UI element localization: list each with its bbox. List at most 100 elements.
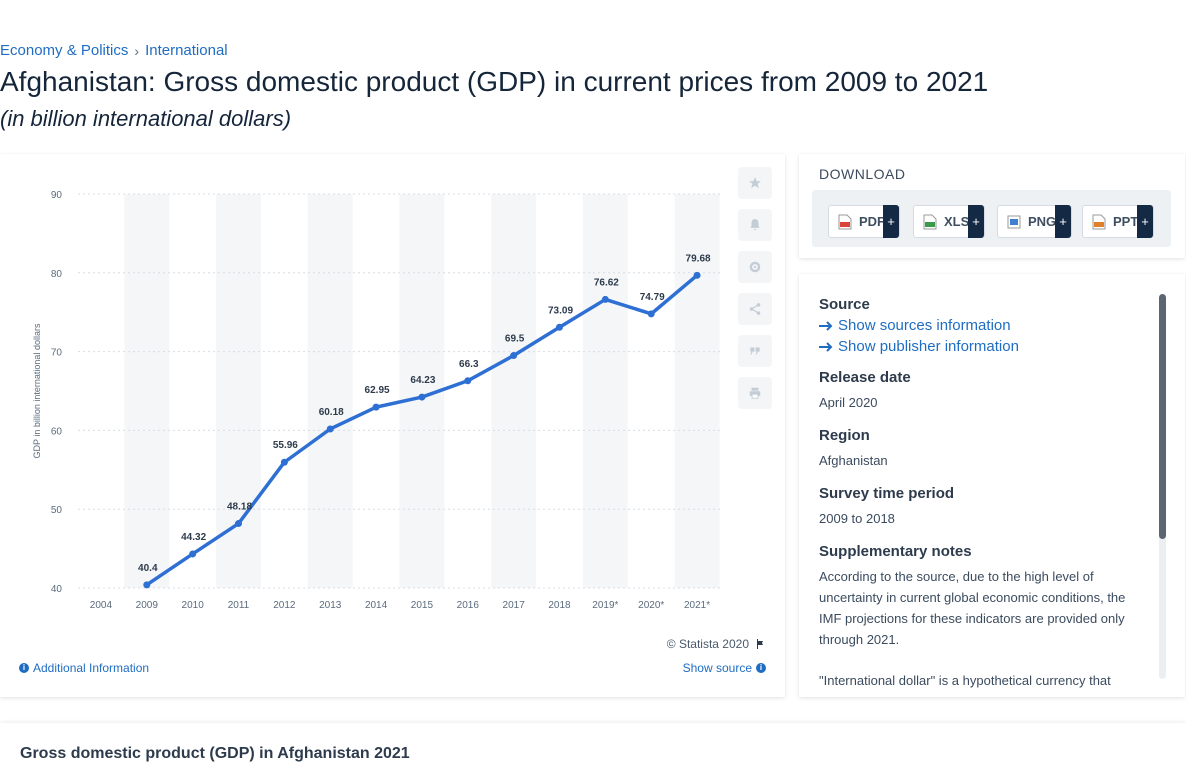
details-card: Source Show sources information Show pub… — [799, 274, 1185, 697]
y-tick-label: 40 — [51, 584, 63, 595]
data-point — [693, 271, 701, 279]
x-tick-label: 2021* — [684, 600, 710, 611]
bell-icon — [750, 219, 760, 231]
x-tick-label: 2016 — [457, 600, 480, 611]
x-tick-label: 2020* — [638, 600, 664, 611]
y-tick-label: 50 — [51, 505, 63, 516]
page-subtitle: (in billion international dollars) — [0, 106, 292, 131]
data-point — [601, 295, 609, 303]
data-label: 64.23 — [410, 375, 435, 386]
data-label: 73.09 — [548, 305, 573, 316]
ppt-file-icon — [1092, 214, 1106, 230]
data-label: 76.62 — [594, 277, 619, 288]
chart-card: 40 50 60 70 80 90 2004 2009 2010 2011 2012 2013 2014… — [0, 154, 785, 697]
download-card: DOWNLOAD PDF + XLS + PNG + P — [799, 154, 1185, 258]
related-statistic-card: Gross domestic product (GDP) in Afghanis… — [0, 723, 1186, 783]
star-icon — [749, 177, 761, 189]
xls-label: XLS — [944, 214, 970, 229]
release-date-value: April 2020 — [819, 395, 878, 410]
data-label: 44.32 — [181, 532, 206, 543]
data-label: 40.4 — [138, 563, 158, 574]
column-band — [216, 194, 261, 588]
download-bar: PDF + XLS + PNG + PPT + — [812, 190, 1171, 247]
data-point — [464, 377, 472, 385]
ppt-plus[interactable]: + — [1137, 205, 1153, 238]
xls-plus[interactable]: + — [968, 205, 984, 238]
png-plus[interactable]: + — [1055, 205, 1071, 238]
x-tick-label: 2014 — [365, 600, 388, 611]
favorite-button[interactable] — [738, 167, 772, 199]
download-ppt-button[interactable]: PPT + — [1082, 205, 1154, 238]
data-point — [326, 425, 334, 433]
ppt-label: PPT — [1113, 214, 1139, 229]
print-icon — [749, 387, 761, 399]
breadcrumb-item-economy[interactable]: Economy & Politics — [0, 42, 129, 59]
data-label: 60.18 — [319, 407, 344, 418]
data-point — [280, 458, 288, 466]
x-tick-label: 2004 — [90, 600, 113, 611]
additional-info-link[interactable]: i Additional Information — [19, 661, 149, 675]
notification-button[interactable] — [738, 209, 772, 241]
print-button[interactable] — [738, 377, 772, 409]
show-publisher-link[interactable]: Show publisher information — [819, 338, 1139, 355]
download-title: DOWNLOAD — [819, 166, 906, 182]
copyright-text: © Statista 2020 — [666, 637, 749, 651]
download-pdf-button[interactable]: PDF + — [828, 205, 900, 238]
data-label: 55.96 — [273, 440, 298, 451]
show-publisher-label: Show publisher information — [838, 338, 1019, 355]
page-title: Afghanistan: Gross domestic product (GDP… — [0, 66, 989, 97]
data-point — [556, 323, 563, 331]
show-source-link[interactable]: Show source i — [683, 661, 766, 675]
y-tick-label: 70 — [51, 348, 63, 359]
data-label: 48.18 — [227, 502, 252, 513]
data-label: 69.5 — [505, 334, 525, 345]
flag-icon[interactable] — [755, 638, 767, 650]
info-icon: i — [756, 663, 766, 673]
column-band — [124, 194, 170, 588]
x-tick-label: 2011 — [228, 600, 250, 611]
show-sources-label: Show sources information — [838, 317, 1011, 334]
x-tick-label: 2017 — [503, 600, 526, 611]
data-point — [372, 403, 380, 411]
survey-period-label: Survey time period — [819, 485, 955, 502]
x-tick-label: 2019* — [592, 600, 618, 611]
breadcrumb-item-international[interactable]: International — [145, 42, 228, 59]
png-label: PNG — [1028, 214, 1057, 229]
cite-button[interactable] — [738, 335, 772, 367]
share-button[interactable] — [738, 293, 772, 325]
x-tick-label: 2012 — [273, 600, 296, 611]
x-tick-label: 2018 — [548, 600, 571, 611]
show-sources-link[interactable]: Show sources information — [819, 317, 1139, 334]
show-source-label: Show source — [682, 661, 752, 675]
data-point — [143, 581, 151, 589]
data-point — [510, 352, 518, 360]
data-point — [418, 393, 426, 401]
details-scrollbar[interactable] — [1159, 294, 1166, 679]
download-png-button[interactable]: PNG + — [997, 205, 1072, 238]
gear-icon — [749, 261, 761, 273]
png-file-icon — [1007, 214, 1021, 230]
data-label: 79.68 — [686, 253, 711, 264]
settings-button[interactable] — [738, 251, 772, 283]
data-label: 62.95 — [365, 385, 390, 396]
x-tick-label: 2013 — [319, 600, 342, 611]
data-point — [189, 550, 197, 558]
x-tick-label: 2015 — [411, 600, 434, 611]
pdf-plus[interactable]: + — [883, 205, 899, 238]
gdp-line-chart: 40 50 60 70 80 90 2004 2009 2010 2011 2012 2013 2014… — [32, 190, 720, 611]
details-scroll-thumb[interactable] — [1159, 294, 1166, 539]
data-label: 74.79 — [640, 292, 665, 303]
arrow-right-icon — [819, 320, 833, 331]
related-statistic-title[interactable]: Gross domestic product (GDP) in Afghanis… — [20, 745, 410, 762]
data-point — [235, 520, 242, 528]
survey-period-value: 2009 to 2018 — [819, 511, 895, 526]
info-icon: i — [19, 663, 29, 673]
chart-toolbar — [738, 167, 772, 409]
pdf-label: PDF — [859, 214, 885, 229]
data-point — [647, 310, 655, 318]
column-band — [582, 194, 628, 588]
region-value: Afghanistan — [819, 453, 888, 468]
details-content: Source Show sources information Show pub… — [819, 296, 1139, 697]
download-xls-button[interactable]: XLS + — [913, 205, 985, 238]
additional-info-label: Additional Information — [33, 661, 150, 675]
